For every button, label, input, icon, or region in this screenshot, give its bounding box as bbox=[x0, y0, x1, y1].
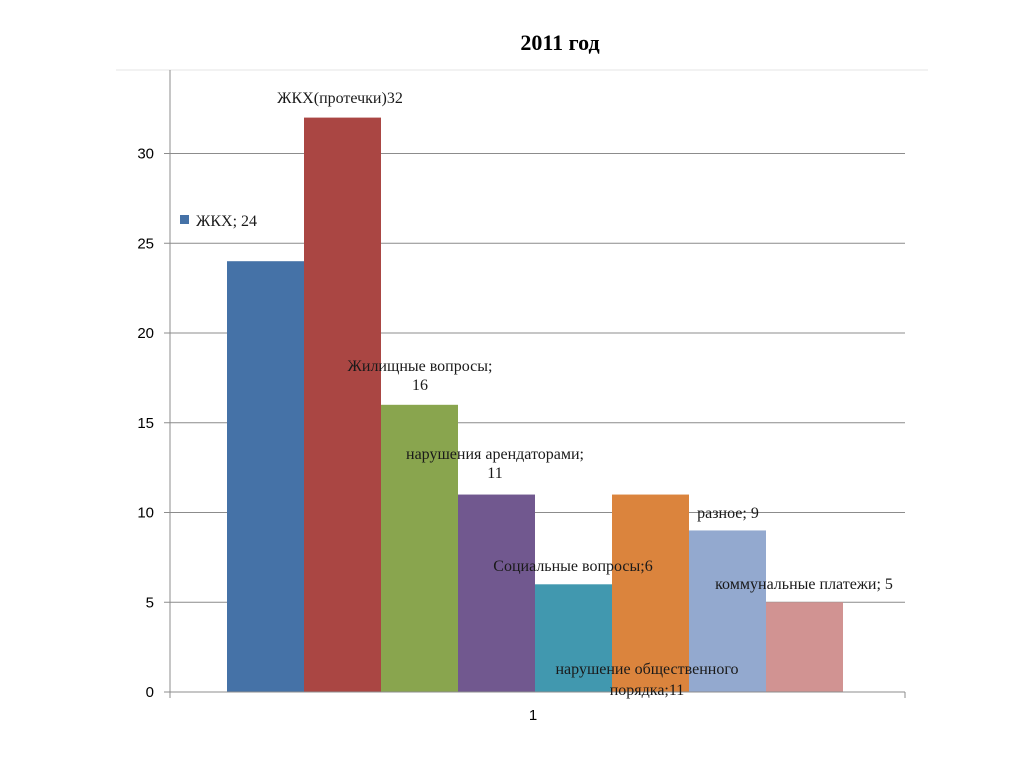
data-label: нарушения арендаторами; 11 bbox=[406, 446, 584, 482]
y-tick-label: 10 bbox=[137, 505, 154, 522]
y-tick-label: 20 bbox=[137, 325, 154, 342]
data-label: Жилищные вопросы; 16 bbox=[348, 358, 493, 394]
bar bbox=[227, 261, 304, 692]
bar bbox=[689, 530, 766, 692]
y-tick-label: 0 bbox=[146, 684, 154, 701]
y-tick-label: 15 bbox=[137, 415, 154, 432]
data-label: ЖКХ(протечки)32 bbox=[277, 90, 403, 107]
bar bbox=[612, 494, 689, 692]
bar bbox=[458, 494, 535, 692]
y-tick-label: 5 bbox=[146, 594, 154, 611]
data-label: коммунальные платежи; 5 bbox=[715, 576, 893, 593]
data-labels: ЖКХ(протечки)32 Жилищные вопросы; 16 наруше… bbox=[277, 90, 893, 699]
bars bbox=[227, 117, 843, 693]
legend-swatch bbox=[180, 215, 189, 224]
bar bbox=[381, 404, 458, 692]
bar bbox=[766, 602, 843, 692]
y-tick-label: 25 bbox=[137, 235, 154, 252]
x-tick-label: 1 bbox=[529, 707, 537, 724]
data-label: разное; 9 bbox=[697, 505, 759, 522]
axes: 0 5 10 15 20 25 30 1 bbox=[137, 70, 906, 724]
legend: ЖКХ; 24 bbox=[180, 213, 257, 230]
legend-label: ЖКХ; 24 bbox=[196, 213, 257, 230]
y-tick-label: 30 bbox=[137, 146, 154, 163]
data-label: Социальные вопросы;6 bbox=[493, 558, 652, 575]
bar bbox=[304, 117, 381, 693]
chart-title: 2011 год bbox=[520, 30, 600, 55]
bar bbox=[535, 584, 612, 692]
data-label: нарушение общественного порядка;11 bbox=[555, 661, 738, 699]
